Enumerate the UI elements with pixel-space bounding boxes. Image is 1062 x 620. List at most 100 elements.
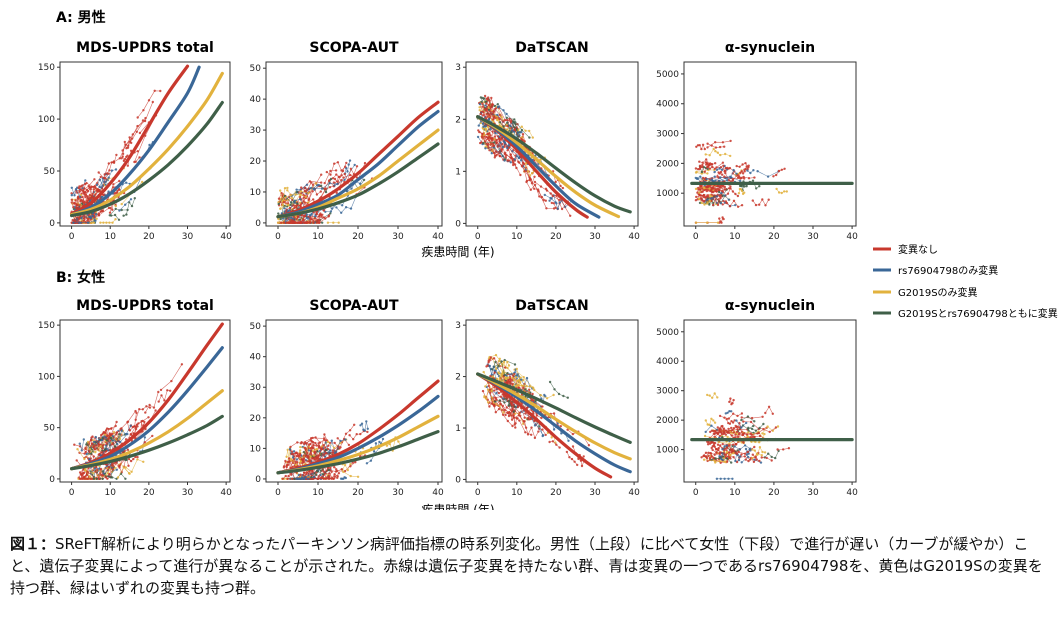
- observation-point: [295, 451, 298, 454]
- observation-point: [485, 107, 489, 111]
- observation-point: [309, 439, 313, 442]
- observation-point: [514, 376, 518, 379]
- observation-point: [724, 200, 728, 203]
- observation-point: [711, 448, 714, 452]
- observation-point: [703, 203, 706, 206]
- observation-point: [757, 431, 761, 435]
- observation-point: [770, 455, 773, 459]
- observation-point: [519, 376, 522, 379]
- observation-point: [559, 184, 562, 188]
- observation-point: [494, 353, 498, 357]
- observation-point: [99, 221, 102, 224]
- observation-point: [329, 210, 333, 213]
- observation-point: [740, 176, 743, 180]
- observation-trajectory: [73, 220, 96, 223]
- observation-point: [302, 215, 306, 218]
- observation-point: [502, 125, 505, 128]
- observation-point: [725, 457, 729, 460]
- observation-point: [509, 153, 512, 156]
- observation-point: [287, 203, 290, 207]
- observation-point: [507, 364, 511, 367]
- observation-point: [295, 454, 298, 458]
- observation-point: [720, 457, 723, 461]
- x-tick-label: 30: [182, 232, 194, 242]
- observation-point: [713, 170, 716, 174]
- observation-point: [353, 163, 356, 167]
- observation-point: [157, 390, 160, 394]
- observation-point: [130, 470, 133, 473]
- observation-point: [98, 185, 101, 189]
- observation-point: [349, 207, 353, 210]
- observation-point: [111, 463, 114, 466]
- x-tick-label: 40: [220, 232, 232, 242]
- observation-point: [744, 162, 747, 165]
- observation-point: [526, 406, 529, 409]
- observation-point: [127, 464, 130, 467]
- observation-point: [489, 391, 492, 394]
- observation-point: [551, 440, 555, 443]
- observation-point: [502, 379, 505, 382]
- observation-point: [86, 477, 90, 480]
- observation-point: [295, 188, 298, 191]
- observation-point: [701, 164, 704, 167]
- observation-point: [484, 104, 487, 107]
- observation-point: [496, 103, 499, 106]
- observation-point: [707, 454, 710, 457]
- observation-point: [732, 443, 735, 446]
- observation-point: [349, 173, 352, 177]
- observation-point: [496, 113, 499, 117]
- observation-point: [734, 459, 737, 463]
- observation-point: [107, 176, 110, 179]
- observation-point: [372, 450, 376, 453]
- observation-point: [307, 477, 310, 480]
- observation-point: [725, 418, 728, 421]
- observation-point: [555, 443, 558, 446]
- observation-point: [736, 428, 739, 431]
- observation-point: [100, 195, 104, 199]
- observation-point: [502, 120, 505, 123]
- observation-point: [724, 152, 727, 156]
- observation-point: [157, 400, 160, 403]
- observation-point: [94, 435, 98, 439]
- observation-point: [708, 394, 711, 397]
- observation-point: [740, 453, 743, 456]
- observation-point: [716, 443, 720, 446]
- observation-point: [710, 417, 713, 420]
- observation-point: [735, 452, 739, 455]
- observation-point: [85, 452, 89, 456]
- observation-point: [513, 158, 516, 161]
- observation-point: [707, 164, 711, 167]
- observation-point: [729, 154, 732, 158]
- observation-point: [319, 190, 322, 193]
- observation-point: [277, 217, 280, 221]
- observation-point: [125, 213, 128, 216]
- observation-point: [93, 178, 96, 181]
- observation-point: [699, 185, 702, 188]
- observation-point: [143, 441, 146, 444]
- observation-point: [698, 201, 702, 205]
- observation-point: [83, 468, 87, 472]
- observation-point: [533, 187, 536, 190]
- observation-trajectory: [706, 177, 726, 182]
- observation-point: [732, 456, 735, 459]
- observation-point: [340, 468, 343, 471]
- observation-point: [102, 221, 105, 224]
- observation-point: [332, 477, 335, 480]
- x-tick-label: 20: [143, 232, 155, 242]
- observation-point: [342, 176, 345, 179]
- observation-point: [749, 420, 753, 424]
- observation-point: [129, 198, 133, 201]
- observation-point: [749, 447, 752, 450]
- observation-point: [753, 420, 756, 423]
- observation-point: [754, 440, 757, 444]
- observation-point: [344, 432, 348, 435]
- observation-point: [552, 202, 555, 205]
- observation-point: [542, 434, 545, 437]
- observation-point: [293, 206, 296, 210]
- observation-point: [721, 203, 724, 206]
- observation-point: [170, 379, 173, 383]
- observation-point: [570, 457, 574, 461]
- observation-point: [735, 430, 739, 434]
- observation-point: [507, 414, 511, 418]
- observation-point: [127, 457, 131, 461]
